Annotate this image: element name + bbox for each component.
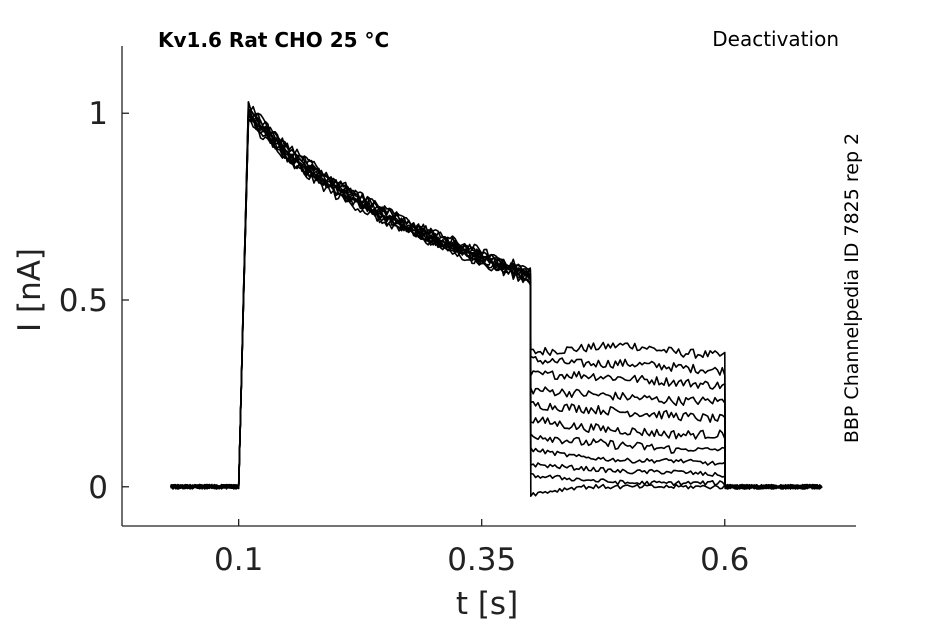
y-tick-label: 0	[88, 470, 108, 506]
current-trace	[170, 117, 823, 498]
current-trace	[170, 118, 823, 490]
source-label: BBP Channelpedia ID 7825 rep 2	[841, 133, 863, 443]
y-tick-label: 0.5	[59, 283, 108, 319]
current-trace	[170, 108, 823, 490]
chart-title: Kv1.6 Rat CHO 25 °C	[158, 28, 389, 52]
x-tick-label: 0.1	[214, 542, 263, 578]
x-tick-label: 0.35	[447, 542, 516, 578]
trace-group	[169, 101, 823, 498]
y-tick-label: 1	[88, 96, 108, 132]
current-trace	[170, 117, 823, 490]
protocol-label: Deactivation	[712, 27, 839, 51]
x-tick-label: 0.6	[700, 542, 749, 578]
tick-group: 0.1 0.35 0.6 0 0.5 1	[59, 96, 750, 578]
y-axis-label: I [nA]	[12, 248, 48, 332]
x-axis-label: t [s]	[456, 586, 518, 622]
